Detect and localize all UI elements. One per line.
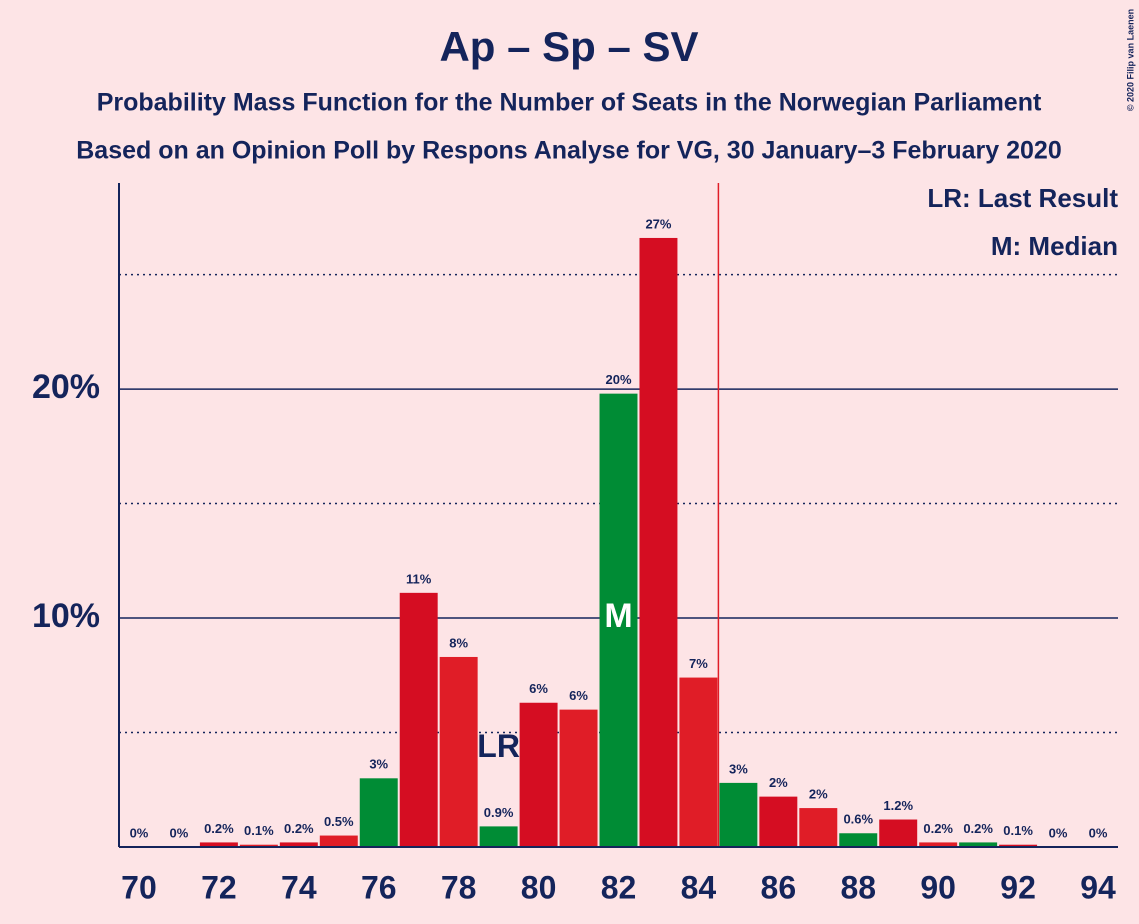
- bar: [879, 819, 918, 847]
- bar: [959, 842, 998, 847]
- value-label: 0%: [1049, 825, 1068, 840]
- bar: [199, 842, 238, 847]
- median-marker: M: [604, 597, 632, 635]
- legend-entry: LR: Last Result: [927, 183, 1118, 213]
- x-tick-label: 88: [840, 869, 876, 905]
- bar: [639, 237, 678, 847]
- x-tick-label: 90: [920, 869, 956, 905]
- x-tick-label: 76: [361, 869, 397, 905]
- bar: [559, 709, 598, 847]
- bar: [799, 808, 838, 847]
- last-result-marker: LR: [477, 728, 520, 764]
- bar: [999, 844, 1038, 847]
- value-label: 6%: [529, 681, 548, 696]
- value-label: 11%: [406, 571, 432, 586]
- value-label: 0.2%: [963, 821, 993, 836]
- legend-entry: M: Median: [991, 231, 1118, 261]
- value-label: 0%: [170, 825, 189, 840]
- bar: [439, 656, 478, 847]
- bar: [679, 677, 718, 847]
- value-label: 0.2%: [923, 821, 953, 836]
- value-label: 0.2%: [284, 821, 314, 836]
- bar: [399, 592, 438, 847]
- bar: [719, 782, 758, 847]
- bar: [759, 796, 798, 847]
- value-label: 0.1%: [244, 823, 274, 838]
- chart-title: Ap – Sp – SV: [439, 23, 698, 70]
- value-label: 0%: [130, 825, 149, 840]
- bar: [599, 393, 638, 847]
- x-tick-label: 74: [281, 869, 317, 905]
- value-label: 0.6%: [843, 812, 873, 827]
- x-tick-label: 80: [521, 869, 557, 905]
- value-label: 0%: [1089, 825, 1108, 840]
- copyright: © 2020 Filip van Laenen: [1125, 9, 1135, 111]
- x-tick-label: 82: [601, 869, 637, 905]
- bar: [239, 844, 278, 847]
- x-tick-label: 84: [681, 869, 717, 905]
- value-label: 3%: [729, 761, 748, 776]
- value-label: 0.1%: [1003, 823, 1033, 838]
- value-label: 20%: [605, 372, 631, 387]
- value-label: 6%: [569, 688, 588, 703]
- x-tick-label: 70: [121, 869, 157, 905]
- x-tick-label: 78: [441, 869, 477, 905]
- value-label: 0.5%: [324, 814, 354, 829]
- value-label: 0.2%: [204, 821, 234, 836]
- x-tick-label: 86: [761, 869, 797, 905]
- chart-subtitle: Based on an Opinion Poll by Respons Anal…: [76, 137, 1062, 165]
- chart-subtitle: Probability Mass Function for the Number…: [97, 89, 1042, 117]
- value-label: 27%: [645, 216, 671, 231]
- value-label: 2%: [769, 775, 788, 790]
- bar: [479, 826, 518, 847]
- y-tick-label: 20%: [32, 368, 100, 406]
- bar: [279, 842, 318, 847]
- value-label: 1.2%: [883, 798, 913, 813]
- bar: [359, 778, 398, 847]
- value-label: 8%: [449, 635, 468, 650]
- bar: [519, 702, 558, 847]
- bar: [839, 833, 878, 847]
- x-tick-label: 72: [201, 869, 237, 905]
- value-label: 3%: [369, 757, 388, 772]
- y-tick-label: 10%: [32, 597, 100, 635]
- value-label: 2%: [809, 787, 828, 802]
- value-label: 7%: [689, 656, 708, 671]
- bar: [319, 835, 358, 847]
- x-tick-label: 92: [1000, 869, 1036, 905]
- bar: [919, 842, 958, 847]
- x-tick-label: 94: [1080, 869, 1116, 905]
- value-label: 0.9%: [484, 805, 514, 820]
